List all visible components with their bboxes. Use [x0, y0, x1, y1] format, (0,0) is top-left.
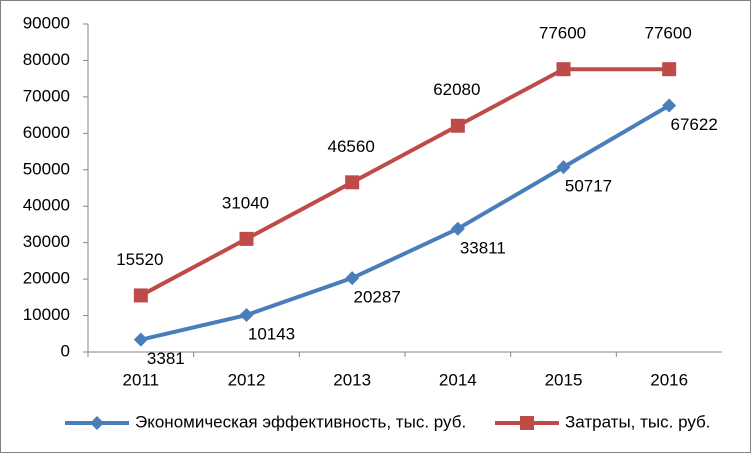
- data-label: 10143: [248, 325, 295, 344]
- legend-label: Экономическая эффективность, тыс. руб.: [135, 412, 466, 431]
- x-tick-label: 2016: [650, 370, 688, 389]
- y-tick-label: 50000: [23, 159, 70, 178]
- y-tick-label: 30000: [23, 232, 70, 251]
- data-label: 50717: [565, 177, 612, 196]
- marker: [239, 231, 254, 246]
- legend-marker: [90, 416, 104, 430]
- data-label: 31040: [222, 193, 269, 212]
- marker: [133, 332, 148, 347]
- x-tick-label: 2014: [439, 370, 477, 389]
- marker: [662, 62, 677, 77]
- marker: [345, 271, 360, 286]
- y-tick-label: 40000: [23, 196, 70, 215]
- legend-marker: [520, 416, 534, 430]
- data-label: 3381: [147, 349, 185, 368]
- x-tick-label: 2012: [228, 370, 266, 389]
- data-label: 46560: [328, 137, 375, 156]
- marker: [556, 160, 571, 175]
- y-tick-label: 10000: [23, 305, 70, 324]
- marker: [239, 308, 254, 323]
- marker: [556, 62, 571, 77]
- series-line: [139, 67, 670, 298]
- marker: [345, 175, 360, 190]
- y-tick-label: 90000: [23, 13, 70, 32]
- y-tick-label: 70000: [23, 86, 70, 105]
- legend-label: Затраты, тыс. руб.: [565, 412, 711, 431]
- marker: [450, 221, 465, 236]
- y-tick-label: 20000: [23, 269, 70, 288]
- y-tick-label: 80000: [23, 50, 70, 69]
- data-label: 77600: [539, 24, 586, 43]
- series-line: [140, 103, 671, 342]
- data-label: 33811: [460, 238, 506, 257]
- marker: [450, 118, 465, 133]
- x-tick-label: 2015: [545, 370, 583, 389]
- data-label: 62080: [433, 80, 480, 99]
- data-label: 77600: [645, 24, 692, 43]
- x-tick-label: 2011: [123, 370, 160, 389]
- y-tick-label: 60000: [23, 123, 70, 142]
- x-tick-label: 2013: [333, 370, 371, 389]
- marker: [662, 98, 677, 113]
- marker: [133, 288, 148, 303]
- y-tick-label: 0: [61, 341, 70, 360]
- data-label: 15520: [116, 250, 163, 269]
- data-label: 67622: [671, 115, 718, 134]
- data-label: 20287: [354, 288, 401, 307]
